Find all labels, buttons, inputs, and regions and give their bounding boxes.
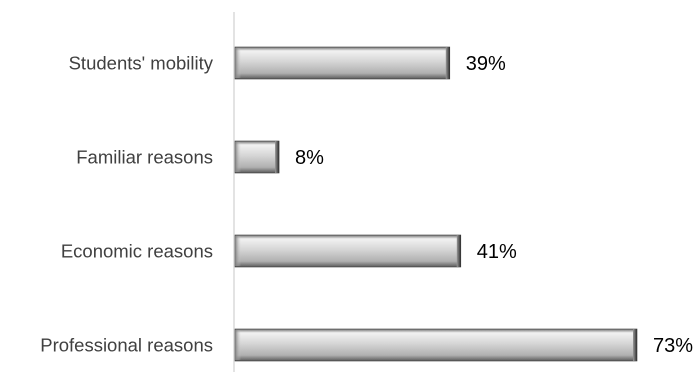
value-label: 8%: [295, 147, 324, 169]
bar-start-bevel: [235, 236, 241, 266]
bar-start-bevel: [235, 142, 241, 172]
bar-body: [234, 46, 451, 80]
bar-start-bevel: [235, 48, 241, 78]
bar-end-cap: [445, 47, 450, 79]
bar: [234, 140, 280, 174]
category-label: Students' mobility: [69, 53, 214, 74]
bar-start-bevel: [235, 330, 241, 360]
bar: [234, 328, 638, 362]
bar: [234, 46, 451, 80]
value-label: 73%: [653, 335, 693, 357]
bar-end-cap: [633, 329, 637, 361]
category-label: Professional reasons: [40, 335, 213, 356]
value-label: 41%: [477, 241, 517, 263]
value-label: 39%: [466, 53, 506, 75]
bar: [234, 234, 462, 268]
bar-end-cap: [456, 235, 461, 267]
category-label: Economic reasons: [61, 241, 213, 262]
bar-end-cap: [275, 141, 280, 173]
bar-body: [234, 140, 280, 174]
bar-body: [234, 328, 638, 362]
category-label: Familiar reasons: [76, 147, 213, 168]
bar-body: [234, 234, 462, 268]
